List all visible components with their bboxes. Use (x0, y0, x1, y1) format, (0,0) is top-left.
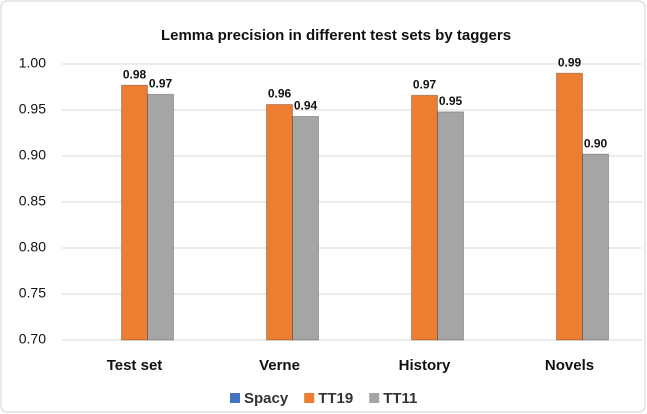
x-tick-label: Novels (545, 357, 594, 374)
legend-label: TT19 (318, 390, 353, 407)
value-label: 0.98 (123, 67, 147, 81)
x-tick-label: Test set (107, 357, 163, 374)
x-tick-label: History (399, 357, 451, 374)
x-tick-label: Verne (259, 357, 300, 374)
chart-title: Lemma precision in different test sets b… (161, 27, 511, 44)
bar (411, 94, 438, 341)
y-tick-label: 0.95 (19, 101, 46, 117)
value-label: 0.94 (294, 99, 318, 113)
bar (437, 111, 464, 341)
y-tick-label: 0.85 (19, 193, 46, 209)
bar (147, 93, 174, 341)
legend-label: Spacy (244, 390, 289, 407)
value-label: 0.97 (413, 77, 437, 91)
bar (582, 153, 609, 341)
bar (121, 84, 148, 341)
bar (292, 115, 319, 341)
y-tick-label: 0.80 (19, 239, 46, 255)
bar (556, 72, 583, 341)
legend-label: TT11 (383, 390, 417, 407)
value-label: 0.99 (558, 55, 582, 69)
value-label: 0.90 (584, 136, 608, 150)
legend-swatch (369, 393, 380, 403)
legend-swatch (230, 393, 240, 403)
y-tick-label: 1.00 (19, 55, 46, 71)
y-tick-label: 0.90 (19, 147, 46, 163)
y-tick-label: 0.75 (19, 285, 46, 301)
value-label: 0.97 (149, 77, 173, 91)
y-tick-label: 0.70 (19, 331, 46, 347)
bar (266, 103, 293, 341)
value-label: 0.96 (268, 87, 292, 101)
value-label: 0.95 (439, 94, 463, 108)
legend-swatch (304, 393, 315, 403)
